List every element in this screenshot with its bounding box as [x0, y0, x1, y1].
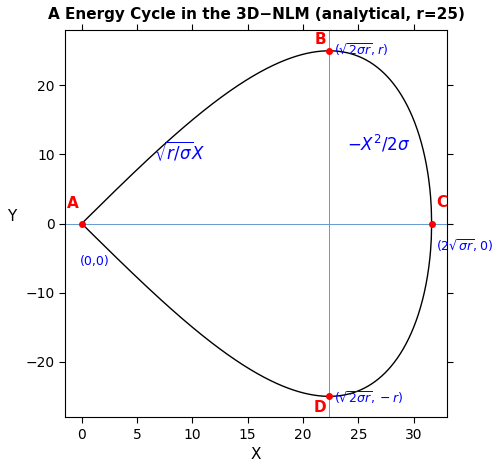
- Y-axis label: Y: Y: [7, 209, 16, 224]
- Text: $(\sqrt{2\sigma r},-r)$: $(\sqrt{2\sigma r},-r)$: [334, 389, 404, 406]
- Text: C: C: [436, 195, 447, 210]
- Text: $-X^2/2\sigma$: $-X^2/2\sigma$: [348, 134, 410, 155]
- Text: (0,0): (0,0): [80, 255, 110, 268]
- Text: A: A: [66, 196, 78, 211]
- X-axis label: X: X: [251, 447, 262, 462]
- Title: A Energy Cycle in the 3D−NLM (analytical, r=25): A Energy Cycle in the 3D−NLM (analytical…: [48, 7, 465, 22]
- Text: D: D: [313, 400, 326, 415]
- Text: $\sqrt{r/\sigma}X$: $\sqrt{r/\sigma}X$: [154, 139, 206, 163]
- Text: $(\sqrt{2\sigma r},r)$: $(\sqrt{2\sigma r},r)$: [334, 41, 388, 58]
- Text: B: B: [314, 32, 326, 47]
- Text: $(2\sqrt{\sigma r},0)$: $(2\sqrt{\sigma r},0)$: [436, 237, 493, 254]
